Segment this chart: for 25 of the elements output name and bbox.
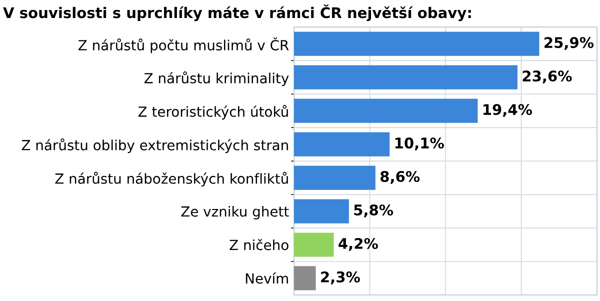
- data-label: 23,6%: [522, 70, 572, 84]
- y-tick-label: Nevím: [246, 272, 288, 284]
- y-tick-label: Z nárůstu obliby extremistických stran: [22, 138, 288, 154]
- bar: [294, 232, 334, 257]
- data-label: 4,2%: [338, 238, 378, 251]
- data-label: 2,3%: [321, 271, 360, 284]
- bar: [294, 132, 390, 156]
- data-label: 10,1%: [395, 137, 444, 150]
- data-label: 8,6%: [380, 170, 420, 184]
- bar: [294, 266, 316, 290]
- bar: [294, 199, 349, 224]
- y-tick-label: Ze vzniku ghett: [181, 206, 289, 220]
- bar: [294, 65, 518, 90]
- bar: [294, 98, 478, 123]
- y-tick-label: Z nárůstu náboženských konfliktů: [55, 172, 288, 187]
- y-tick-label: Z ničeho: [230, 238, 288, 250]
- y-tick-label: Z teroristických útoků: [138, 104, 288, 120]
- bar: [294, 32, 540, 56]
- data-label: 5,8%: [354, 204, 394, 218]
- data-label: 25,9%: [544, 37, 594, 50]
- bar: [294, 166, 376, 190]
- y-tick-label: Z nárůstu kriminality: [144, 71, 289, 86]
- y-tick-label: Z nárůstů počtu muslimů v ČR: [78, 37, 289, 54]
- data-label: 19,4%: [484, 104, 532, 117]
- chart-title: V souvislosti s uprchlíky máte v rámci ČR největší obavy:: [3, 4, 471, 22]
